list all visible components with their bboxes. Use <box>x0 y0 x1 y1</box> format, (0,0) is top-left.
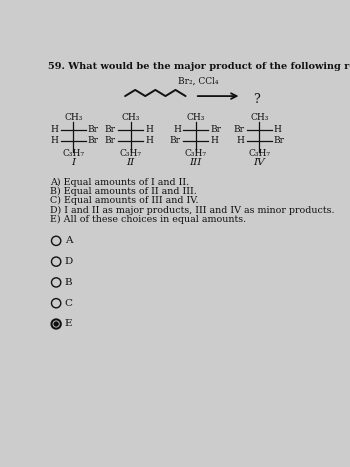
Text: E) All of these choices in equal amounts.: E) All of these choices in equal amounts… <box>50 215 246 224</box>
Text: Br: Br <box>88 126 99 134</box>
Text: III: III <box>189 158 202 167</box>
Text: H: H <box>210 136 218 145</box>
Text: Br: Br <box>105 126 116 134</box>
Text: E: E <box>65 319 72 328</box>
Text: I: I <box>71 158 75 167</box>
Text: H: H <box>51 136 58 145</box>
Text: C: C <box>65 299 73 308</box>
Text: H: H <box>145 126 153 134</box>
Text: CH₃: CH₃ <box>121 113 140 122</box>
Text: A: A <box>65 236 72 245</box>
Text: C₃H₇: C₃H₇ <box>248 149 270 158</box>
Text: D: D <box>65 257 73 266</box>
Text: Br: Br <box>233 126 244 134</box>
Text: D) I and II as major products, III and IV as minor products.: D) I and II as major products, III and I… <box>50 205 335 214</box>
Text: CH₃: CH₃ <box>250 113 268 122</box>
Text: ?: ? <box>253 93 260 106</box>
Text: H: H <box>51 126 58 134</box>
Text: Br₂, CCl₄: Br₂, CCl₄ <box>178 76 219 85</box>
Text: C₃H₇: C₃H₇ <box>120 149 141 158</box>
Text: CH₃: CH₃ <box>187 113 205 122</box>
Circle shape <box>54 321 59 327</box>
Text: Br: Br <box>105 136 116 145</box>
Text: B: B <box>65 278 72 287</box>
Text: C₃H₇: C₃H₇ <box>185 149 206 158</box>
Text: II: II <box>126 158 135 167</box>
Text: B) Equal amounts of II and III.: B) Equal amounts of II and III. <box>50 187 197 196</box>
Text: CH₃: CH₃ <box>64 113 82 122</box>
Text: H: H <box>173 126 181 134</box>
Text: A) Equal amounts of I and II.: A) Equal amounts of I and II. <box>50 178 189 187</box>
Text: C₃H₇: C₃H₇ <box>62 149 84 158</box>
Text: Br: Br <box>210 126 221 134</box>
Text: H: H <box>237 136 244 145</box>
Text: H: H <box>145 136 153 145</box>
Text: Br: Br <box>170 136 181 145</box>
Text: C) Equal amounts of III and IV.: C) Equal amounts of III and IV. <box>50 196 198 205</box>
Text: Br: Br <box>88 136 99 145</box>
Text: 59. What would be the major product of the following reaction?: 59. What would be the major product of t… <box>48 62 350 71</box>
Text: IV: IV <box>253 158 265 167</box>
Text: Br: Br <box>274 136 285 145</box>
Text: H: H <box>274 126 282 134</box>
